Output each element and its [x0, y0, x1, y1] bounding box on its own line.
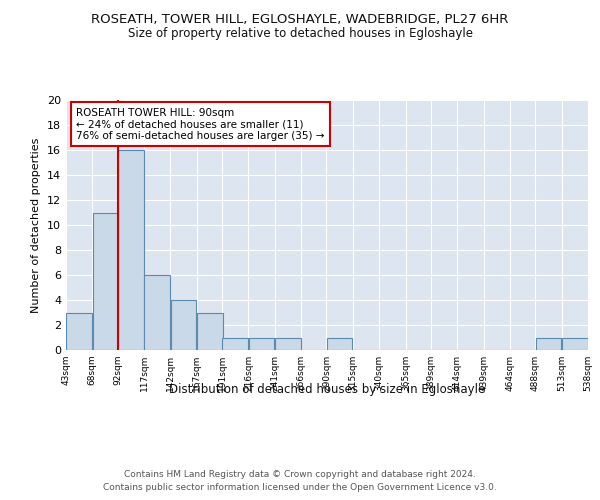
Bar [536, 338, 561, 350]
Bar [118, 150, 143, 350]
Text: ROSEATH, TOWER HILL, EGLOSHAYLE, WADEBRIDGE, PL27 6HR: ROSEATH, TOWER HILL, EGLOSHAYLE, WADEBRI… [91, 12, 509, 26]
Bar [145, 275, 170, 350]
Bar [223, 338, 248, 350]
Bar [327, 338, 352, 350]
Text: Contains HM Land Registry data © Crown copyright and database right 2024.
Contai: Contains HM Land Registry data © Crown c… [103, 470, 497, 492]
Bar [93, 212, 118, 350]
Text: Distribution of detached houses by size in Egloshayle: Distribution of detached houses by size … [169, 382, 485, 396]
Text: ROSEATH TOWER HILL: 90sqm
← 24% of detached houses are smaller (11)
76% of semi-: ROSEATH TOWER HILL: 90sqm ← 24% of detac… [76, 108, 325, 140]
Bar [562, 338, 587, 350]
Bar [197, 312, 223, 350]
Bar [249, 338, 274, 350]
Bar [171, 300, 196, 350]
Bar [67, 312, 92, 350]
Bar [275, 338, 301, 350]
Y-axis label: Number of detached properties: Number of detached properties [31, 138, 41, 312]
Text: Size of property relative to detached houses in Egloshayle: Size of property relative to detached ho… [128, 28, 473, 40]
